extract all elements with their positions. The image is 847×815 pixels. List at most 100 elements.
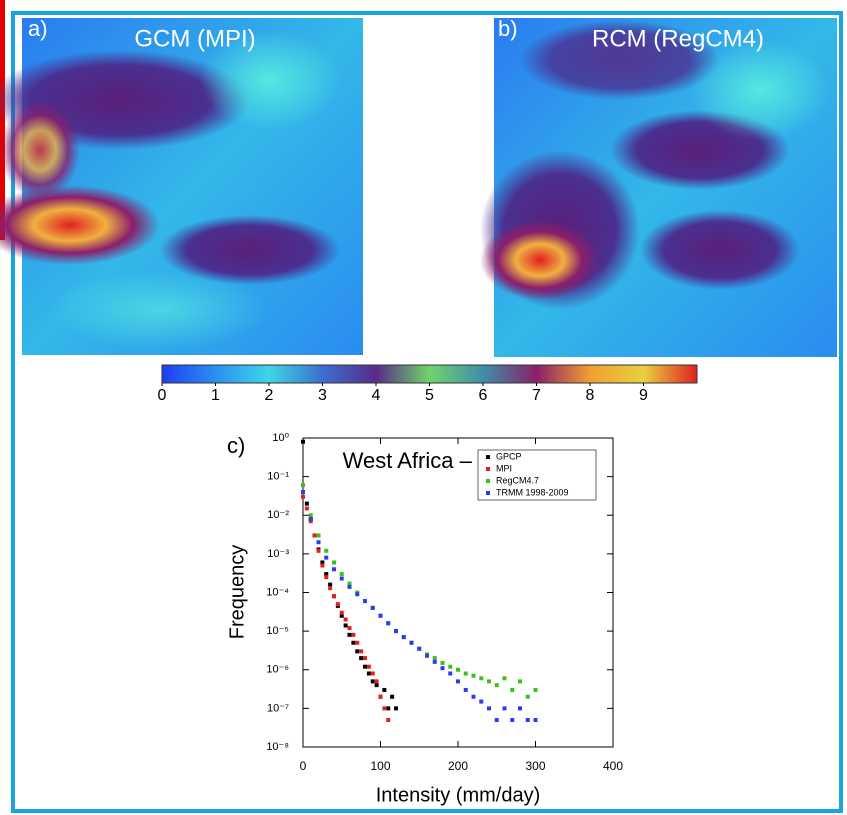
point [440,660,445,665]
point [320,560,325,565]
point [525,718,530,723]
point [378,613,383,618]
legend-label: TRMM 1998-2009 [496,487,569,497]
point [304,506,309,511]
point [463,687,468,692]
point [374,679,379,684]
point [378,694,383,699]
colorbar-tick-label: 1 [211,387,220,404]
point [502,676,507,681]
point [347,632,352,637]
x-axis-label: Intensity (mm/day) [376,784,540,806]
point [304,501,309,506]
point [320,563,325,568]
point [343,617,348,622]
point [312,533,317,538]
point [332,560,336,565]
point [382,687,387,692]
point [366,671,371,676]
point [471,673,476,678]
point [301,439,305,444]
point [456,667,460,672]
point [487,679,491,684]
point [374,683,379,688]
point [347,584,352,589]
point [394,629,398,634]
point [386,706,391,711]
point [494,683,499,688]
panel-title: RCM (RegCM4) [592,25,764,52]
point [324,548,329,553]
point [432,659,437,664]
point [386,718,391,723]
colorbar-tick-label: 4 [372,387,381,404]
point [339,572,344,577]
point [355,649,360,654]
point [440,666,445,671]
point [510,718,515,723]
x-tick-label: 100 [370,759,390,773]
point [363,599,367,604]
x-tick-label: 300 [525,759,545,773]
point [355,640,360,645]
point [308,513,313,518]
y-tick-label: 10⁻⁷ [267,702,289,714]
y-tick-label: 10⁻³ [267,548,289,560]
point [432,656,437,661]
point [370,671,375,676]
point [359,656,364,661]
point [324,555,329,560]
point [394,706,398,711]
point [347,581,352,586]
legend-label: GPCP [496,451,522,461]
y-tick-label: 10⁻⁴ [266,586,289,598]
legend [477,449,597,501]
point [355,592,360,597]
point [351,640,356,645]
y-tick-label: 10⁻² [267,509,289,521]
point [347,626,352,631]
map-a [0,18,363,355]
frame [11,11,843,813]
point [339,613,344,618]
point [456,679,460,684]
x-tick-label: 0 [300,759,307,773]
point [308,519,313,524]
legend-marker [486,467,490,471]
point [351,632,356,637]
point [301,494,305,499]
point [390,694,395,699]
point [386,621,391,626]
point [425,653,429,658]
y-tick-label: 10⁻⁵ [266,625,289,637]
point [370,679,375,684]
y-tick-label: 10⁻¹ [267,471,289,483]
point [479,699,484,704]
panel-letter: a) [28,16,48,41]
point [324,572,329,577]
colorbar-tick-label: 0 [158,387,167,404]
point [316,533,321,538]
y-axis-label: Frequency [226,545,248,640]
point [479,676,484,681]
colorbar-tick-label: 2 [265,387,274,404]
point [359,649,364,654]
point [463,671,468,676]
legend-marker [486,455,490,459]
point [448,671,453,676]
panel-letter: c) [227,433,245,458]
point [533,718,538,723]
point [487,706,491,711]
point [363,664,367,669]
point [332,567,336,572]
map-b [480,18,837,357]
point [366,664,371,669]
point [335,602,340,607]
point [301,489,305,494]
point [471,694,476,699]
point [409,640,414,645]
colorbar-tick-label: 3 [318,387,327,404]
colorbar-tick-label: 7 [532,387,541,404]
point [518,706,522,711]
